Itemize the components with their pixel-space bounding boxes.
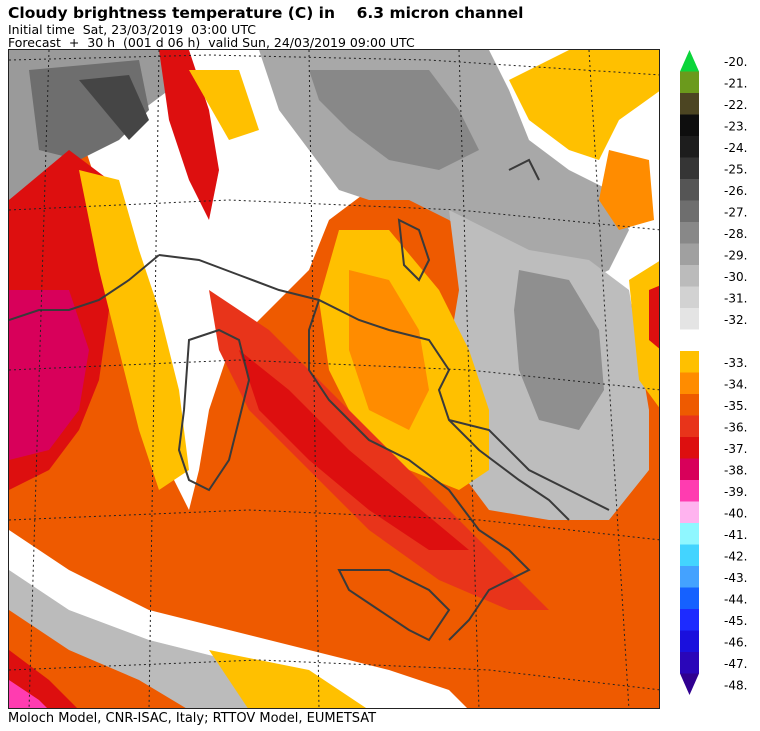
italy-west-coast [308, 299, 531, 641]
legend-upper-swatch [680, 136, 699, 158]
legend-upper-swatch [680, 157, 699, 179]
legend-lower-label: -44. [724, 592, 747, 606]
legend-lower-label: -36. [724, 420, 747, 434]
temperature-map [8, 49, 660, 709]
legend-lower-swatch [680, 501, 699, 523]
legend-upper-swatch [680, 265, 699, 287]
istria [397, 218, 431, 282]
legend-lower-swatch [680, 480, 699, 502]
legend-lower-scale: -33. -34. -35. -36. -37. -38. -39. -40. -41. -42.… [680, 351, 747, 695]
legend-upper-swatch [680, 93, 699, 115]
red-band-tyrrhenian [209, 290, 549, 610]
legend-upper-swatch [680, 222, 699, 244]
legend-lower-swatch [680, 566, 699, 588]
legend-upper-swatch [680, 71, 699, 93]
red-core-tyrrhenian [239, 350, 469, 550]
legend-lower-label: -39. [724, 485, 747, 499]
red-ridge-north [159, 50, 219, 220]
legend-lower-label: -41. [724, 528, 747, 542]
darkest-grey-west [79, 75, 149, 140]
legend-upper-swatch [680, 114, 699, 136]
pink-south-west [9, 680, 47, 708]
grey-core-north [309, 70, 479, 170]
initial-time-label: Initial time Sat, 23/03/2019 03:00 UTC [8, 22, 256, 37]
orange-south-west [9, 610, 186, 708]
legend-upper-label: -32. [724, 313, 747, 327]
legend-lower-swatch [680, 544, 699, 566]
legend-lower-swatch [680, 652, 699, 674]
legend-lower-swatch [680, 437, 699, 459]
model-credits: Moloch Model, CNR-ISAC, Italy; RTTOV Mod… [8, 711, 377, 726]
legend-lower-label: -38. [724, 463, 747, 477]
red-east-edge [649, 285, 659, 349]
legend-lower-swatch [680, 415, 699, 437]
legend-upper-swatch [680, 50, 699, 72]
legend-upper-label: -28. [724, 227, 747, 241]
legend-upper-swatch [680, 308, 699, 330]
legend-lower-swatch [680, 609, 699, 631]
lat-lon-grid [9, 50, 659, 708]
yellow-band-west [79, 170, 189, 490]
legend-lower-swatch [680, 458, 699, 480]
legend-lower-label: -34. [724, 377, 747, 391]
legend-lower-swatch [680, 673, 699, 695]
italy-north-coast [158, 254, 570, 521]
legend-lower-swatch [680, 523, 699, 545]
legend-upper-label: -30. [724, 270, 747, 284]
legend-lower-label: -47. [724, 657, 747, 671]
corsica-sardinia [177, 328, 251, 492]
legend-upper-swatch [680, 243, 699, 265]
yellow-top-right [509, 50, 659, 160]
legend-lower-swatch [680, 372, 699, 394]
chart-title: Cloudy brightness temperature (C) in 6.3… [8, 4, 524, 22]
legend-lower-label: -42. [724, 549, 747, 563]
orange-adriatic [349, 270, 429, 430]
forecast-valid-label: Forecast + 30 h (001 d 06 h) valid Sun, … [8, 35, 415, 50]
legend-upper-scale: -20. -21. -22. -23. -24. -25. -26. -27. -28. -29.… [680, 50, 747, 330]
orange-top-right [599, 150, 654, 230]
legend-lower-label: -43. [724, 571, 747, 585]
legend-upper-label: -24. [724, 141, 747, 155]
legend-upper-label: -26. [724, 184, 747, 198]
magenta-west [9, 290, 89, 460]
legend-lower-label: -40. [724, 506, 747, 520]
coastlines [9, 158, 610, 642]
legend-upper-swatch [680, 286, 699, 308]
legend-lower-swatch [680, 394, 699, 416]
legend-lower-label: -37. [724, 442, 747, 456]
legend-lower-label: -46. [724, 635, 747, 649]
sicily [337, 569, 451, 642]
legend-lower-swatch [680, 351, 699, 373]
legend-upper-swatch [680, 200, 699, 222]
legend-lower-swatch [680, 630, 699, 652]
legend-lower-label: -45. [724, 614, 747, 628]
legend-lower-label: -33. [724, 356, 747, 370]
legend-upper-label: -29. [724, 248, 747, 262]
legend-upper-label: -20. [724, 55, 747, 69]
legend-upper-label: -21. [724, 76, 747, 90]
legend-upper-label: -23. [724, 119, 747, 133]
legend-upper-label: -31. [724, 291, 747, 305]
yellow-north [189, 70, 259, 140]
legend-lower-label: -35. [724, 399, 747, 413]
legend-upper-swatch [680, 179, 699, 201]
legend-upper-label: -25. [724, 162, 747, 176]
grey-core-east [514, 270, 604, 430]
legend-upper-label: -27. [724, 205, 747, 219]
yellow-south [209, 650, 366, 708]
legend-upper-label: -22. [724, 98, 747, 112]
legend-lower-swatch [680, 587, 699, 609]
legend-lower-label: -48. [724, 678, 747, 692]
